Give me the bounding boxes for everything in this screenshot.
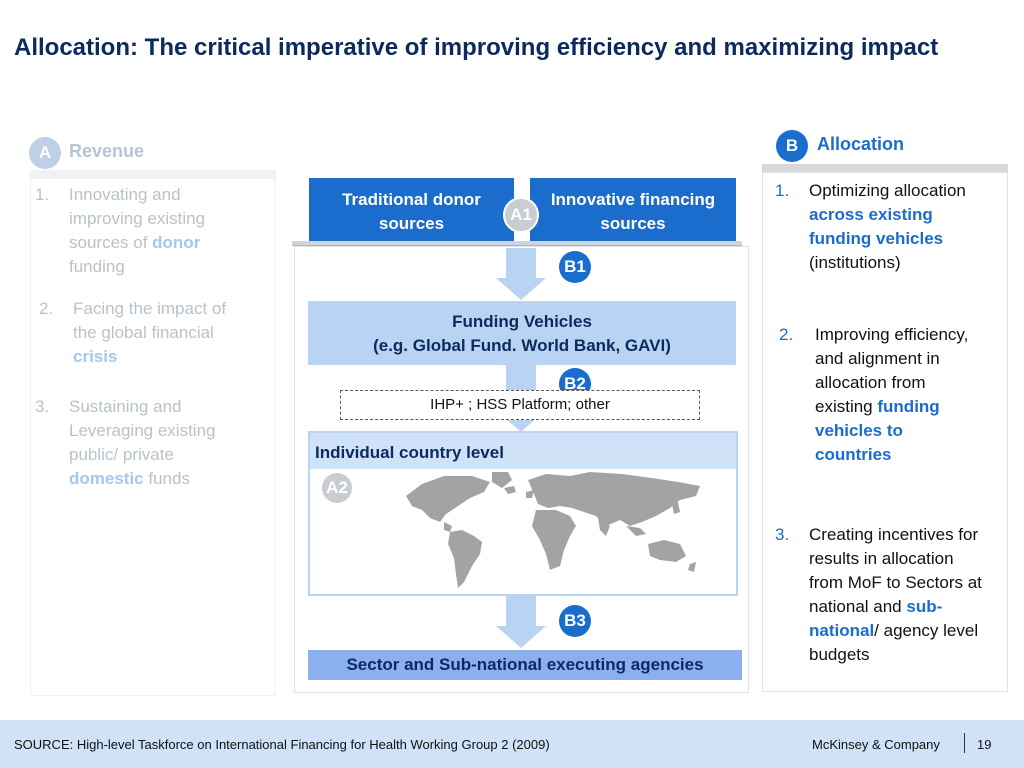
footer: SOURCE: High-level Taskforce on Internat…: [0, 720, 1024, 768]
funding-vehicles-title: Funding Vehicles: [452, 312, 592, 331]
a2-badge: A2: [320, 471, 354, 505]
ihp-platform-box: IHP+ ; HSS Platform; other: [340, 390, 700, 420]
b1-badge: B1: [559, 251, 591, 283]
innovative-financing-box: Innovative financing sources: [530, 178, 736, 242]
page-number: 19: [977, 737, 992, 752]
allocation-badge: B: [776, 130, 808, 162]
allocation-item-2: 2. Improving efficiency, and alignment i…: [779, 325, 969, 464]
footer-separator: [964, 733, 965, 753]
arrow-head-1: [496, 278, 546, 300]
country-level-header: Individual country level: [310, 433, 736, 469]
traditional-donor-box: Traditional donor sources: [309, 178, 514, 242]
sector-agencies-box: Sector and Sub-national executing agenci…: [308, 650, 742, 680]
allocation-label: Allocation: [817, 134, 905, 154]
arrow-head-3: [496, 626, 546, 648]
revenue-item-3: 3. Sustaining and Leveraging existing pu…: [35, 397, 216, 488]
funding-vehicles-examples: (e.g. Global Fund. World Bank, GAVI): [373, 336, 671, 355]
revenue-panel-bar: [30, 170, 276, 178]
footer-source: SOURCE: High-level Taskforce on Internat…: [14, 737, 550, 752]
b3-badge: B3: [559, 605, 591, 637]
arrow-shaft-3: [506, 596, 536, 626]
sources-divider: [292, 241, 742, 246]
revenue-badge: A: [29, 137, 61, 169]
revenue-item-2: 2. Facing the impact of the global finan…: [39, 299, 227, 366]
a1-badge: A1: [503, 197, 539, 233]
allocation-panel: 1. Optimizing allocation across existing…: [762, 172, 1008, 692]
country-level-box: Individual country level A2: [308, 431, 738, 596]
allocation-item-1: 1. Optimizing allocation across existing…: [775, 181, 966, 272]
allocation-panel-bar: [762, 164, 1008, 172]
world-map: [406, 472, 700, 588]
page-title: Allocation: The critical imperative of i…: [14, 34, 939, 61]
revenue-item-1: 1. Innovating and improving existing sou…: [35, 185, 206, 276]
revenue-label: Revenue: [69, 141, 145, 161]
footer-brand: McKinsey & Company: [812, 737, 940, 752]
allocation-item-3: 3. Creating incentives for results in al…: [775, 525, 982, 664]
arrow-shaft-1: [506, 248, 536, 278]
funding-vehicles-box: Funding Vehicles (e.g. Global Fund. Worl…: [308, 301, 736, 365]
revenue-panel: 1. Innovating and improving existing sou…: [30, 178, 276, 696]
